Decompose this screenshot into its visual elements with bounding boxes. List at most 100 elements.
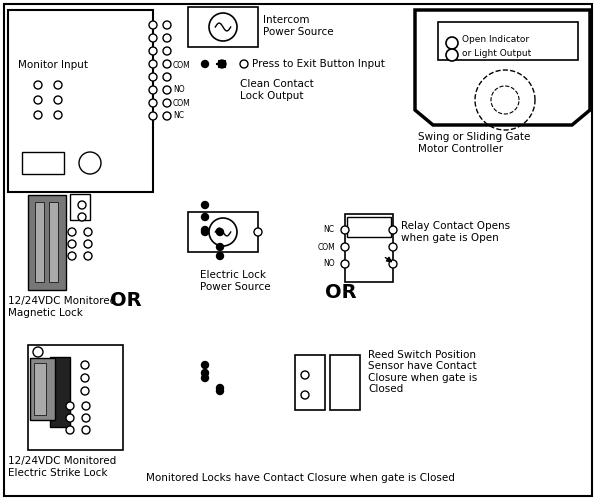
Circle shape (301, 391, 309, 399)
Text: or Light Output: or Light Output (462, 48, 531, 58)
Circle shape (240, 60, 248, 68)
Text: NO: NO (323, 260, 334, 268)
Bar (22, 152, 64, 174)
Text: COM: COM (318, 242, 336, 252)
Circle shape (201, 374, 209, 382)
Circle shape (216, 388, 224, 394)
Bar (438, 22, 578, 60)
Circle shape (163, 73, 171, 81)
Text: Clean Contact
Lock Output: Clean Contact Lock Output (240, 79, 313, 101)
Circle shape (301, 371, 309, 379)
Circle shape (209, 13, 237, 41)
Circle shape (216, 384, 224, 392)
Circle shape (446, 37, 458, 49)
Bar (70, 194, 90, 220)
Circle shape (201, 226, 209, 234)
Text: Relay Contact Opens
when gate is Open: Relay Contact Opens when gate is Open (401, 221, 510, 243)
Circle shape (163, 86, 171, 94)
Circle shape (341, 243, 349, 251)
Circle shape (149, 34, 157, 42)
Bar (8, 10, 153, 192)
Circle shape (82, 402, 90, 410)
Circle shape (54, 111, 62, 119)
Circle shape (201, 202, 209, 208)
Circle shape (149, 99, 157, 107)
Circle shape (201, 362, 209, 368)
Circle shape (163, 99, 171, 107)
Circle shape (254, 228, 262, 236)
Circle shape (68, 240, 76, 248)
Circle shape (68, 228, 76, 236)
Text: Monitored Locks have Contact Closure when gate is Closed: Monitored Locks have Contact Closure whe… (145, 473, 454, 483)
Text: NC: NC (173, 112, 184, 120)
Circle shape (201, 228, 209, 235)
Bar (34, 363, 46, 415)
Circle shape (201, 214, 209, 220)
Circle shape (201, 370, 209, 376)
Circle shape (149, 60, 157, 68)
Circle shape (66, 402, 74, 410)
Circle shape (84, 240, 92, 248)
Circle shape (163, 21, 171, 29)
Text: OR: OR (325, 282, 356, 302)
Text: COM: COM (173, 60, 191, 70)
Circle shape (216, 252, 224, 260)
Circle shape (218, 60, 226, 68)
Text: Reed Switch Position
Sensor have Contact
Closure when gate is
Closed: Reed Switch Position Sensor have Contact… (368, 350, 477, 395)
Circle shape (79, 152, 101, 174)
Circle shape (54, 81, 62, 89)
Circle shape (78, 213, 86, 221)
Bar (50, 357, 70, 427)
Circle shape (216, 228, 224, 235)
Bar (345, 214, 393, 282)
Circle shape (33, 347, 43, 357)
Circle shape (389, 226, 397, 234)
Circle shape (163, 60, 171, 68)
Bar (30, 358, 55, 420)
Text: OR: OR (110, 290, 142, 310)
Text: Press to Exit Button Input: Press to Exit Button Input (252, 59, 385, 69)
Circle shape (84, 252, 92, 260)
Circle shape (163, 34, 171, 42)
Text: NO: NO (173, 86, 185, 94)
Text: Open Indicator: Open Indicator (462, 36, 529, 44)
Circle shape (81, 374, 89, 382)
Circle shape (68, 252, 76, 260)
Text: Monitor Input: Monitor Input (18, 60, 88, 70)
Circle shape (149, 21, 157, 29)
Circle shape (216, 244, 224, 250)
Bar (28, 345, 123, 450)
Text: COM: COM (173, 98, 191, 108)
Circle shape (341, 260, 349, 268)
Circle shape (149, 47, 157, 55)
Bar (347, 217, 391, 237)
Circle shape (81, 387, 89, 395)
Circle shape (389, 260, 397, 268)
Circle shape (34, 96, 42, 104)
Bar (330, 355, 360, 410)
Text: 12/24VDC Monitored
Magnetic Lock: 12/24VDC Monitored Magnetic Lock (8, 296, 116, 318)
Circle shape (82, 426, 90, 434)
Circle shape (209, 218, 237, 246)
Bar (218, 60, 226, 68)
Text: NC: NC (323, 226, 334, 234)
Circle shape (84, 228, 92, 236)
Circle shape (54, 96, 62, 104)
Circle shape (78, 201, 86, 209)
Circle shape (34, 81, 42, 89)
Circle shape (446, 49, 458, 61)
Bar (49, 202, 58, 282)
Bar (28, 195, 66, 290)
Text: 12/24VDC Monitored
Electric Strike Lock: 12/24VDC Monitored Electric Strike Lock (8, 456, 116, 477)
Text: Intercom
Power Source: Intercom Power Source (263, 15, 334, 36)
Polygon shape (415, 10, 590, 125)
Circle shape (163, 112, 171, 120)
Circle shape (81, 361, 89, 369)
Circle shape (66, 414, 74, 422)
Circle shape (82, 414, 90, 422)
Circle shape (34, 111, 42, 119)
Circle shape (389, 243, 397, 251)
Bar (295, 355, 325, 410)
Circle shape (341, 226, 349, 234)
Bar (188, 212, 258, 252)
